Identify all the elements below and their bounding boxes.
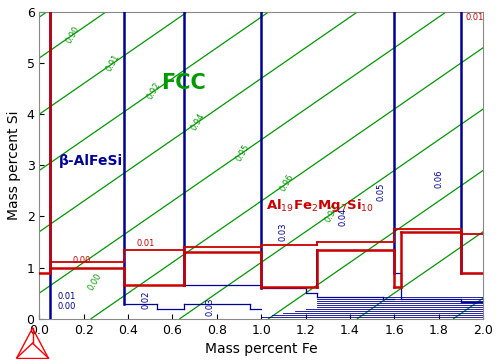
Text: 0.00: 0.00: [57, 302, 76, 311]
Text: 0.94: 0.94: [190, 112, 207, 132]
Text: FCC: FCC: [162, 73, 206, 93]
Text: 0.05: 0.05: [376, 182, 386, 200]
Text: 0.02: 0.02: [142, 291, 150, 309]
Text: 0.01: 0.01: [137, 239, 156, 248]
Text: 0.03: 0.03: [206, 297, 215, 315]
Text: 0.04: 0.04: [339, 208, 348, 226]
Text: β-AlFeSi: β-AlFeSi: [60, 154, 124, 168]
Text: 0.96: 0.96: [278, 173, 295, 193]
X-axis label: Mass percent Fe: Mass percent Fe: [205, 342, 318, 356]
Text: 0.97: 0.97: [323, 204, 340, 224]
Text: Al$_{19}$Fe$_2$Mg$_7$Si$_{10}$: Al$_{19}$Fe$_2$Mg$_7$Si$_{10}$: [266, 197, 374, 214]
Text: 0.92: 0.92: [146, 81, 162, 101]
Text: 0.00: 0.00: [86, 272, 104, 292]
Text: 0.01: 0.01: [466, 13, 483, 22]
Text: 0.00: 0.00: [72, 256, 91, 265]
Text: 0.03: 0.03: [279, 223, 288, 241]
Text: 0.01: 0.01: [57, 292, 76, 301]
Y-axis label: Mass percent Si: Mass percent Si: [7, 111, 21, 220]
Text: 0.95: 0.95: [234, 142, 251, 163]
Text: 0.90: 0.90: [64, 25, 81, 45]
Text: 0.06: 0.06: [434, 169, 444, 188]
Text: 0.91: 0.91: [105, 53, 122, 73]
